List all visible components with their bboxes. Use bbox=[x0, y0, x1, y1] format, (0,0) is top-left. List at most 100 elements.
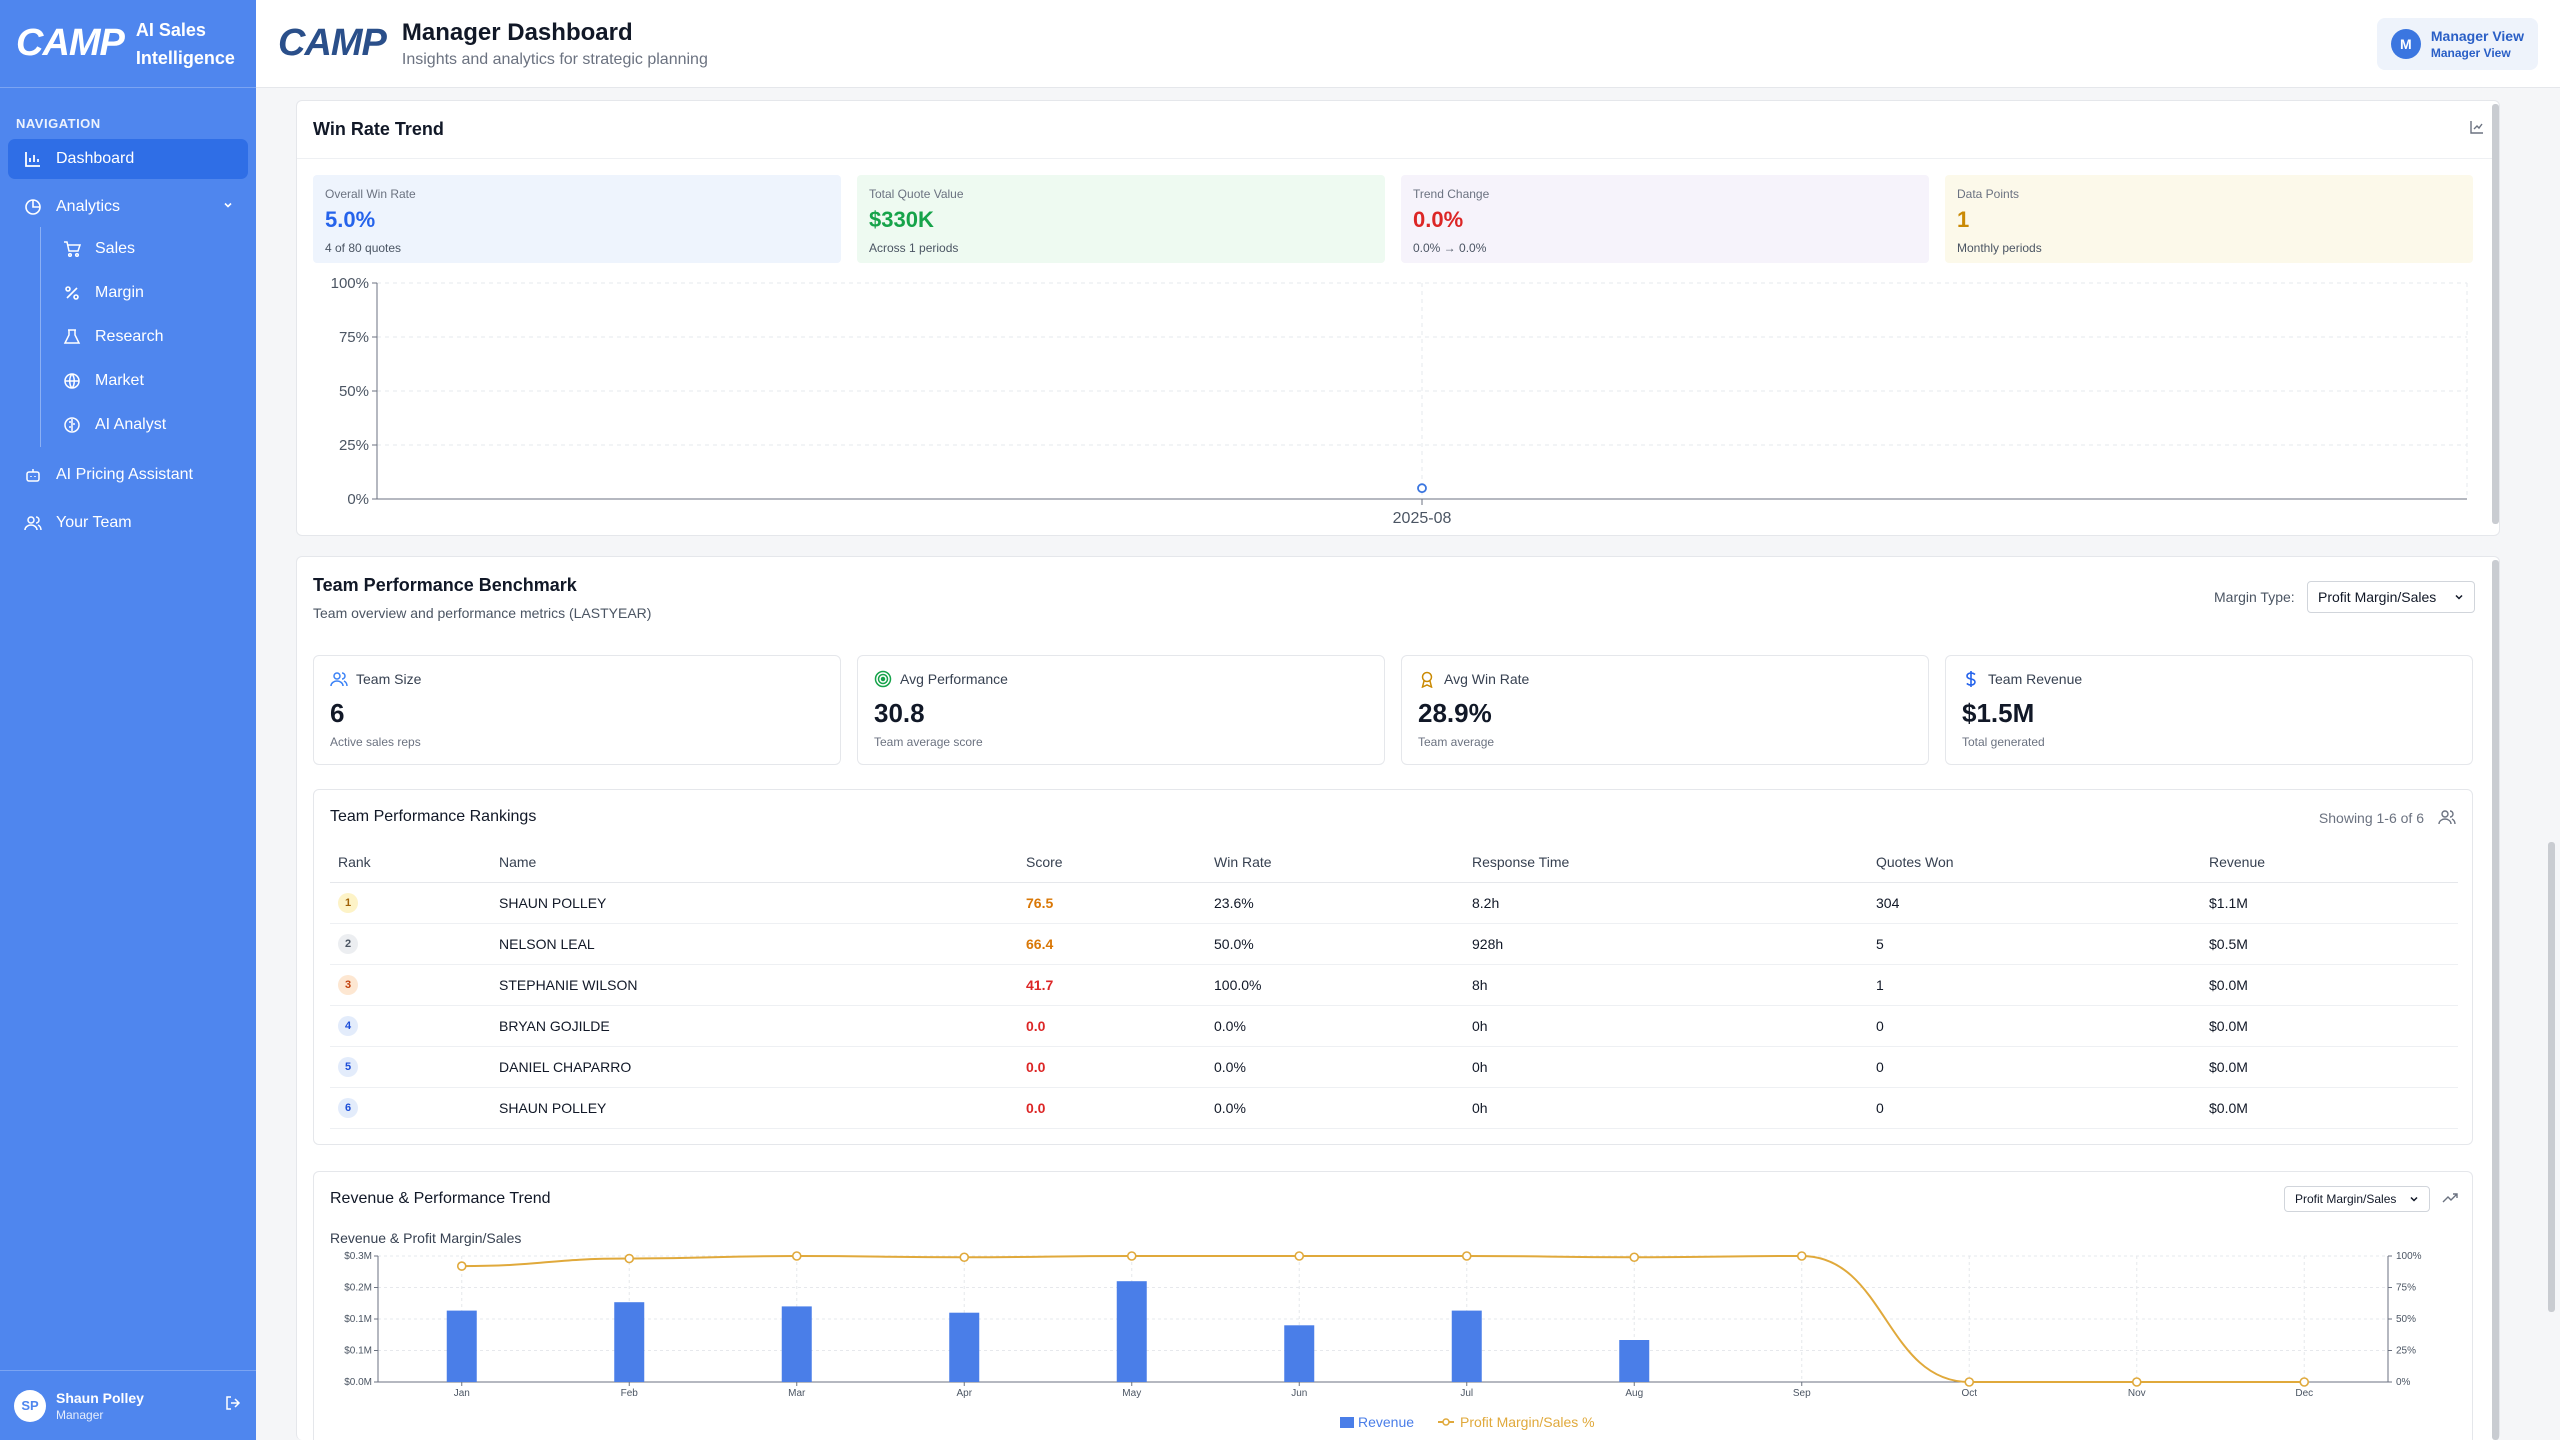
margin-type-select[interactable]: Profit Margin/Sales bbox=[2307, 581, 2475, 613]
manager-avatar: M bbox=[2390, 28, 2421, 59]
col-rank[interactable]: Rank bbox=[330, 842, 499, 883]
user-panel: SP Shaun Polley Manager bbox=[0, 1370, 256, 1440]
col-win-rate[interactable]: Win Rate bbox=[1214, 842, 1472, 883]
stat-label: Data Points bbox=[1957, 187, 2020, 201]
x-tick-label: Jul bbox=[1460, 1388, 1473, 1399]
legend-margin-marker bbox=[1442, 1418, 1450, 1426]
col-response-time[interactable]: Response Time bbox=[1472, 842, 1876, 883]
table-row[interactable]: 3 STEPHANIE WILSON 41.7 100.0% 8h 1 $0.0M bbox=[330, 964, 2458, 1006]
margin-point bbox=[791, 1251, 802, 1261]
chevron-down-icon[interactable] bbox=[222, 198, 234, 216]
percent-icon bbox=[61, 282, 83, 304]
rank-badge: 5 bbox=[338, 1056, 358, 1077]
rank-badge: 3 bbox=[338, 974, 358, 995]
margin-point bbox=[1126, 1251, 1137, 1261]
x-tick-label: Jan bbox=[454, 1388, 470, 1399]
win-rate-cell: 23.6% bbox=[1214, 882, 1472, 924]
sidebar-item-your-team[interactable]: Your Team bbox=[8, 503, 248, 543]
stat-value: 0.0% bbox=[1413, 207, 1464, 232]
scrollbar-inner[interactable] bbox=[2492, 104, 2499, 524]
sidebar-item-analytics[interactable]: Analytics bbox=[8, 187, 248, 227]
y-left-tick-label: $0.0M bbox=[344, 1377, 372, 1388]
score-cell: 0.0 bbox=[1026, 1046, 1214, 1088]
y-left-tick-label: $0.1M bbox=[344, 1346, 372, 1357]
sidebar-item-research[interactable]: Research bbox=[47, 315, 248, 359]
stat-overall-win-rate: Overall Win Rate 5.0% 4 of 80 quotes bbox=[313, 175, 841, 263]
col-name[interactable]: Name bbox=[499, 842, 1026, 883]
name-cell: DANIEL CHAPARRO bbox=[499, 1046, 1026, 1088]
scrollbar-inner-2[interactable] bbox=[2492, 560, 2499, 1440]
manager-view-button[interactable]: M Manager View Manager View bbox=[2376, 17, 2538, 70]
revenue-metric-value: Profit Margin/Sales bbox=[2295, 1192, 2397, 1206]
sidebar-item-dashboard[interactable]: Dashboard bbox=[8, 139, 248, 179]
table-row[interactable]: 5 DANIEL CHAPARRO 0.0 0.0% 0h 0 $0.0M bbox=[330, 1046, 2458, 1088]
sidebar-item-market[interactable]: Market bbox=[47, 359, 248, 403]
margin-point bbox=[1294, 1251, 1305, 1261]
stat-value: $330K bbox=[869, 207, 934, 232]
manager-view-sublabel: Manager View bbox=[2430, 45, 2511, 60]
name-cell: BRYAN GOJILDE bbox=[499, 1005, 1026, 1047]
header-logo[interactable]: CAMP bbox=[278, 22, 387, 64]
score-cell: 0.0 bbox=[1026, 1087, 1214, 1129]
users-icon bbox=[22, 512, 44, 534]
sidebar-item-ai-pricing[interactable]: AI Pricing Assistant bbox=[8, 455, 248, 495]
quotes-won-cell: 0 bbox=[1876, 1046, 2209, 1088]
sidebar-item-label: Market bbox=[95, 372, 144, 389]
revenue-bar bbox=[1451, 1310, 1482, 1382]
x-tick-label: Feb bbox=[621, 1388, 639, 1399]
users-icon[interactable] bbox=[2438, 808, 2456, 831]
margin-point bbox=[1796, 1251, 1807, 1261]
col-revenue[interactable]: Revenue bbox=[2209, 842, 2458, 883]
avatar[interactable]: SP bbox=[14, 1389, 46, 1422]
col-quotes-won[interactable]: Quotes Won bbox=[1876, 842, 2209, 883]
rank-badge: 2 bbox=[338, 933, 358, 954]
sidebar-item-ai-analyst[interactable]: AI Analyst bbox=[47, 403, 248, 447]
revenue-metric-select[interactable]: Profit Margin/Sales bbox=[2284, 1186, 2430, 1212]
team-benchmark-subtitle: Team overview and performance metrics (L… bbox=[313, 605, 652, 621]
win-rate-card: Win Rate Trend Overall Win Rate 5.0% 4 o… bbox=[296, 100, 2500, 536]
trending-up-icon[interactable] bbox=[2442, 1190, 2458, 1211]
win-rate-title: Win Rate Trend bbox=[313, 119, 444, 139]
kpi-label: Avg Performance bbox=[900, 671, 1008, 687]
page-scrollbar[interactable] bbox=[2548, 842, 2555, 1312]
table-row[interactable]: 2 NELSON LEAL 66.4 50.0% 928h 5 $0.5M bbox=[330, 923, 2458, 965]
x-tick-label: Jun bbox=[1291, 1388, 1307, 1399]
score-cell: 66.4 bbox=[1026, 923, 1214, 965]
margin-point bbox=[2131, 1377, 2142, 1387]
margin-point bbox=[2299, 1377, 2310, 1387]
table-row[interactable]: 4 BRYAN GOJILDE 0.0 0.0% 0h 0 $0.0M bbox=[330, 1005, 2458, 1047]
revenue-cell: $0.0M bbox=[2209, 1046, 2458, 1088]
rank-cell: 6 bbox=[330, 1087, 499, 1129]
response-time-cell: 0h bbox=[1472, 1087, 1876, 1129]
stat-note: Monthly periods bbox=[1957, 241, 2042, 255]
kpi-label: Team Size bbox=[356, 671, 422, 687]
kpi-value: $1.5M bbox=[1962, 698, 2035, 728]
stat-note: Across 1 periods bbox=[869, 241, 959, 255]
kpi-note: Active sales reps bbox=[330, 735, 421, 749]
sidebar-item-margin[interactable]: Margin bbox=[47, 271, 248, 315]
x-tick-label: Apr bbox=[956, 1388, 972, 1399]
user-name: Shaun Polley bbox=[56, 1389, 144, 1406]
table-row[interactable]: 6 SHAUN POLLEY 0.0 0.0% 0h 0 $0.0M bbox=[330, 1087, 2458, 1129]
quotes-won-cell: 5 bbox=[1876, 923, 2209, 965]
y-right-tick-label: 50% bbox=[2396, 1314, 2416, 1325]
stat-total-quote-value: Total Quote Value $330K Across 1 periods bbox=[857, 175, 1385, 263]
win-rate-cell: 50.0% bbox=[1214, 923, 1472, 965]
rankings-showing: Showing 1-6 of 6 bbox=[2318, 810, 2424, 826]
margin-point bbox=[959, 1252, 970, 1263]
kpi-value: 6 bbox=[330, 698, 345, 728]
sidebar-logo[interactable]: CAMP bbox=[16, 22, 125, 64]
sidebar-item-sales[interactable]: Sales bbox=[47, 227, 248, 271]
team-benchmark-card: Team Performance Benchmark Team overview… bbox=[296, 556, 2500, 1440]
logout-icon[interactable] bbox=[224, 1394, 242, 1417]
table-row[interactable]: 1 SHAUN POLLEY 76.5 23.6% 8.2h 304 $1.1M bbox=[330, 882, 2458, 924]
name-cell: SHAUN POLLEY bbox=[499, 1087, 1026, 1129]
users-icon bbox=[330, 670, 348, 688]
award-icon bbox=[1418, 670, 1436, 688]
flask-icon bbox=[61, 326, 83, 348]
y-right-tick-label: 25% bbox=[2396, 1346, 2416, 1357]
chart-line-icon[interactable] bbox=[2469, 119, 2485, 140]
col-score[interactable]: Score bbox=[1026, 842, 1214, 883]
revenue-cell: $1.1M bbox=[2209, 882, 2458, 924]
rank-cell: 1 bbox=[330, 882, 499, 924]
